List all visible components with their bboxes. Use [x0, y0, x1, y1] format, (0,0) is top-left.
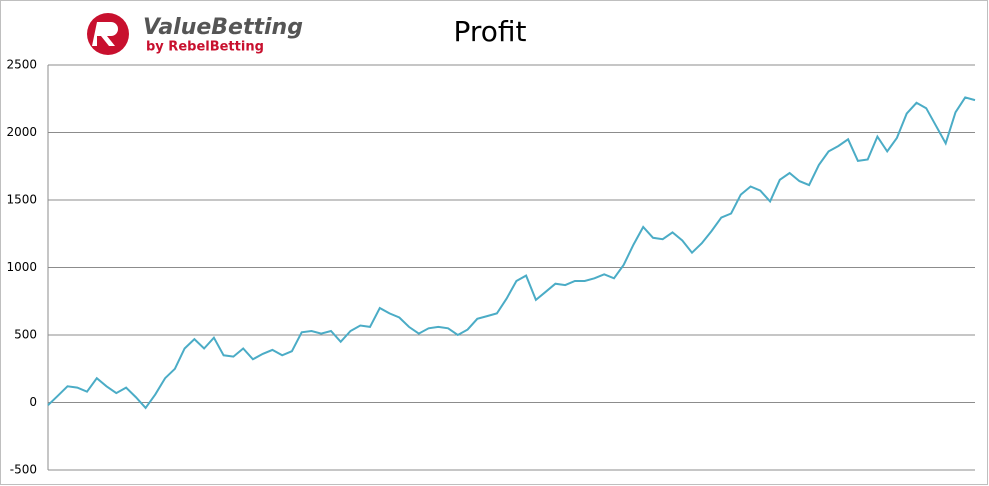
- y-tick-label: 0: [29, 395, 37, 409]
- logo: ValueBetting by RebelBetting: [87, 13, 303, 55]
- y-tick-label: 1500: [6, 193, 37, 207]
- y-tick-label: 500: [14, 328, 37, 342]
- chart-title: Profit: [453, 15, 526, 48]
- data-line: [47, 96, 976, 410]
- y-tick-label: 2000: [6, 125, 37, 139]
- y-tick-label: 1000: [6, 260, 37, 274]
- y-tick-label: 2500: [6, 58, 37, 72]
- y-tick-label: -500: [10, 463, 37, 477]
- logo-letter: [92, 22, 118, 46]
- logo-name: ValueBetting: [143, 15, 303, 40]
- logo-tagline: by RebelBetting: [146, 40, 264, 55]
